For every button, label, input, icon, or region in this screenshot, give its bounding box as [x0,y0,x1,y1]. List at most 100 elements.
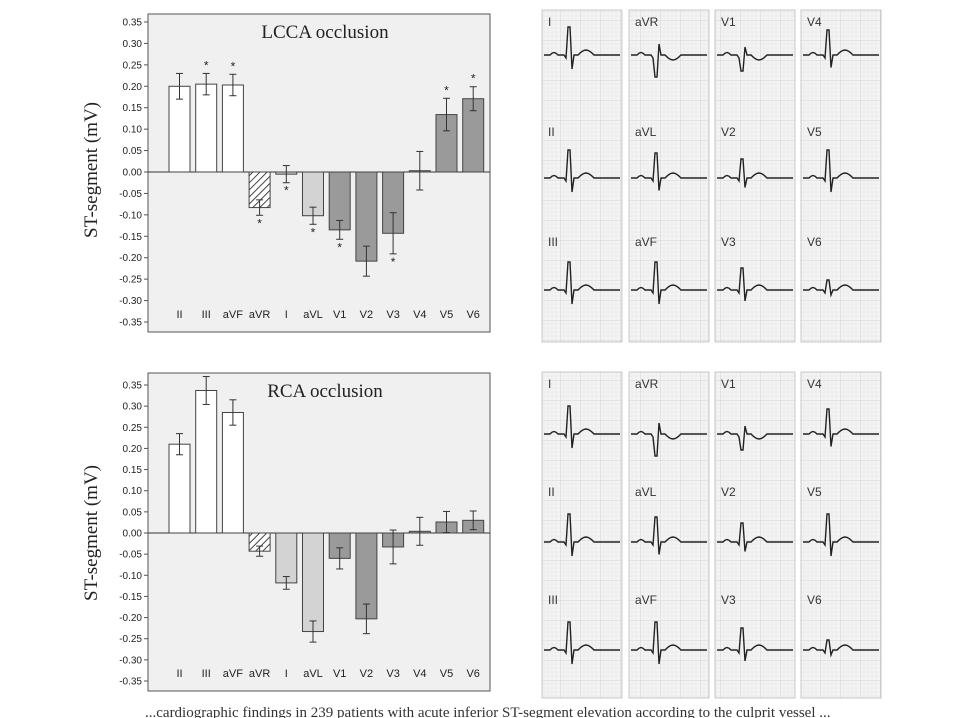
ecg-trace-I [544,405,620,449]
y-tick-label: 0.30 [123,39,143,50]
significance-star-III: * [204,58,209,72]
bar-II [168,443,191,534]
ecg-trace-II [544,149,620,193]
y-tick-label: 0.10 [123,486,143,497]
ecg-trace-V3 [717,627,793,662]
y-tick-label: 0.25 [123,423,143,434]
x-tick-label-aVR: aVR [249,668,270,680]
y-tick-label: -0.20 [119,613,142,624]
ecg-lead-label-aVL: aVL [635,485,657,499]
ecg-lead-label-aVF: aVF [635,593,657,607]
ecg-lead-label-aVL: aVL [635,125,657,139]
x-tick-label-V4: V4 [413,309,426,321]
ecg-trace-III [544,621,620,665]
y-tick-label: -0.15 [119,232,142,243]
ecg-trace-V1 [717,425,793,451]
chart-title: LCCA occlusion [261,22,389,43]
ecg-lead-label-III: III [548,593,558,607]
ecg-trace-aVL [631,152,707,191]
bar-I [275,532,298,584]
ecg-lead-label-aVR: aVR [635,377,659,391]
x-tick-label-V6: V6 [466,668,479,680]
bar-III [195,389,218,534]
y-tick-label: -0.10 [119,210,142,221]
bar-aVF [221,411,244,534]
y-tick-label: -0.35 [119,318,142,329]
x-tick-label-aVL: aVL [303,309,323,321]
ecg-trace-aVF [631,261,707,305]
y-tick-label: -0.35 [119,677,142,688]
x-tick-label-V5: V5 [440,668,453,680]
x-tick-label-aVL: aVL [303,668,323,680]
ecg-trace-V5 [803,149,879,193]
ecg-trace-V6 [803,279,879,298]
y-tick-label: 0.00 [123,168,143,179]
y-axis-label: ST-segment (mV) [81,102,102,238]
ecg-strip [714,371,796,699]
significance-star-V1: * [337,240,342,254]
ecg-lead-label-V1: V1 [721,377,736,391]
y-tick-label: -0.30 [119,296,142,307]
chart-title: RCA occlusion [267,381,383,402]
y-tick-label: 0.35 [123,381,143,392]
x-tick-label-II: II [176,309,182,321]
ecg-trace-III [544,261,620,305]
x-tick-label-V1: V1 [333,309,346,321]
bar-III [195,83,218,173]
x-tick-label-III: III [202,309,211,321]
y-tick-label: 0.15 [123,465,143,476]
bar-aVL [302,532,324,633]
ecg-lead-label-V2: V2 [721,125,736,139]
ecg-lead-label-II: II [548,125,555,139]
ecg-lead-label-aVR: aVR [635,15,659,29]
ecg-lead-label-I: I [548,377,551,391]
figure-caption: ...cardiographic findings in 239 patient… [145,705,831,718]
x-tick-label-II: II [176,668,182,680]
lcca-bar-chart: ST-segment (mV) LCCA occlusion 0.35 0.30 0… [81,13,491,333]
x-tick-label-V2: V2 [360,668,373,680]
ecg-strip [800,371,882,699]
y-tick-label: 0.10 [123,125,143,136]
ecg-trace-aVR [631,422,707,457]
ecg-trace-V4 [803,408,879,447]
significance-star-aVL: * [311,225,316,239]
bar-aVF [221,84,244,173]
ecg-trace-V2 [717,522,793,552]
x-tick-label-I: I [285,309,288,321]
ecg-lead-label-V6: V6 [807,235,822,249]
y-tick-label: -0.30 [119,655,142,666]
significance-star-V3: * [391,255,396,269]
y-tick-label: -0.25 [119,275,142,286]
ecg-lead-label-V6: V6 [807,593,822,607]
x-tick-label-V2: V2 [360,309,373,321]
ecg-trace-V3 [717,267,793,302]
ecg-lead-label-III: III [548,235,558,249]
ecg-trace-V5 [803,513,879,557]
ecg-strip [628,371,710,699]
y-tick-label: -0.20 [119,253,142,264]
ecg-trace-II [544,513,620,557]
ecg-trace-aVF [631,621,707,665]
ecg-lead-label-V4: V4 [807,15,822,29]
significance-star-V5: * [444,83,449,97]
significance-star-I: * [284,184,289,198]
y-tick-label: -0.25 [119,634,142,645]
y-tick-label: -0.15 [119,592,142,603]
y-tick-label: 0.20 [123,444,143,455]
y-tick-label: -0.10 [119,571,142,582]
y-axis-label: ST-segment (mV) [81,465,102,601]
y-tick-label: 0.25 [123,60,143,71]
significance-star-aVR: * [257,216,262,230]
ecg-trace-aVR [631,43,707,78]
y-tick-label: 0.30 [123,402,143,413]
x-tick-label-aVF: aVF [223,309,243,321]
y-tick-label: 0.05 [123,507,143,518]
ecg-lead-label-II: II [548,485,555,499]
y-tick-label: -0.05 [119,550,142,561]
ecg-lead-label-V3: V3 [721,235,736,249]
ecg-lead-label-V4: V4 [807,377,822,391]
ecg-lead-label-V3: V3 [721,593,736,607]
